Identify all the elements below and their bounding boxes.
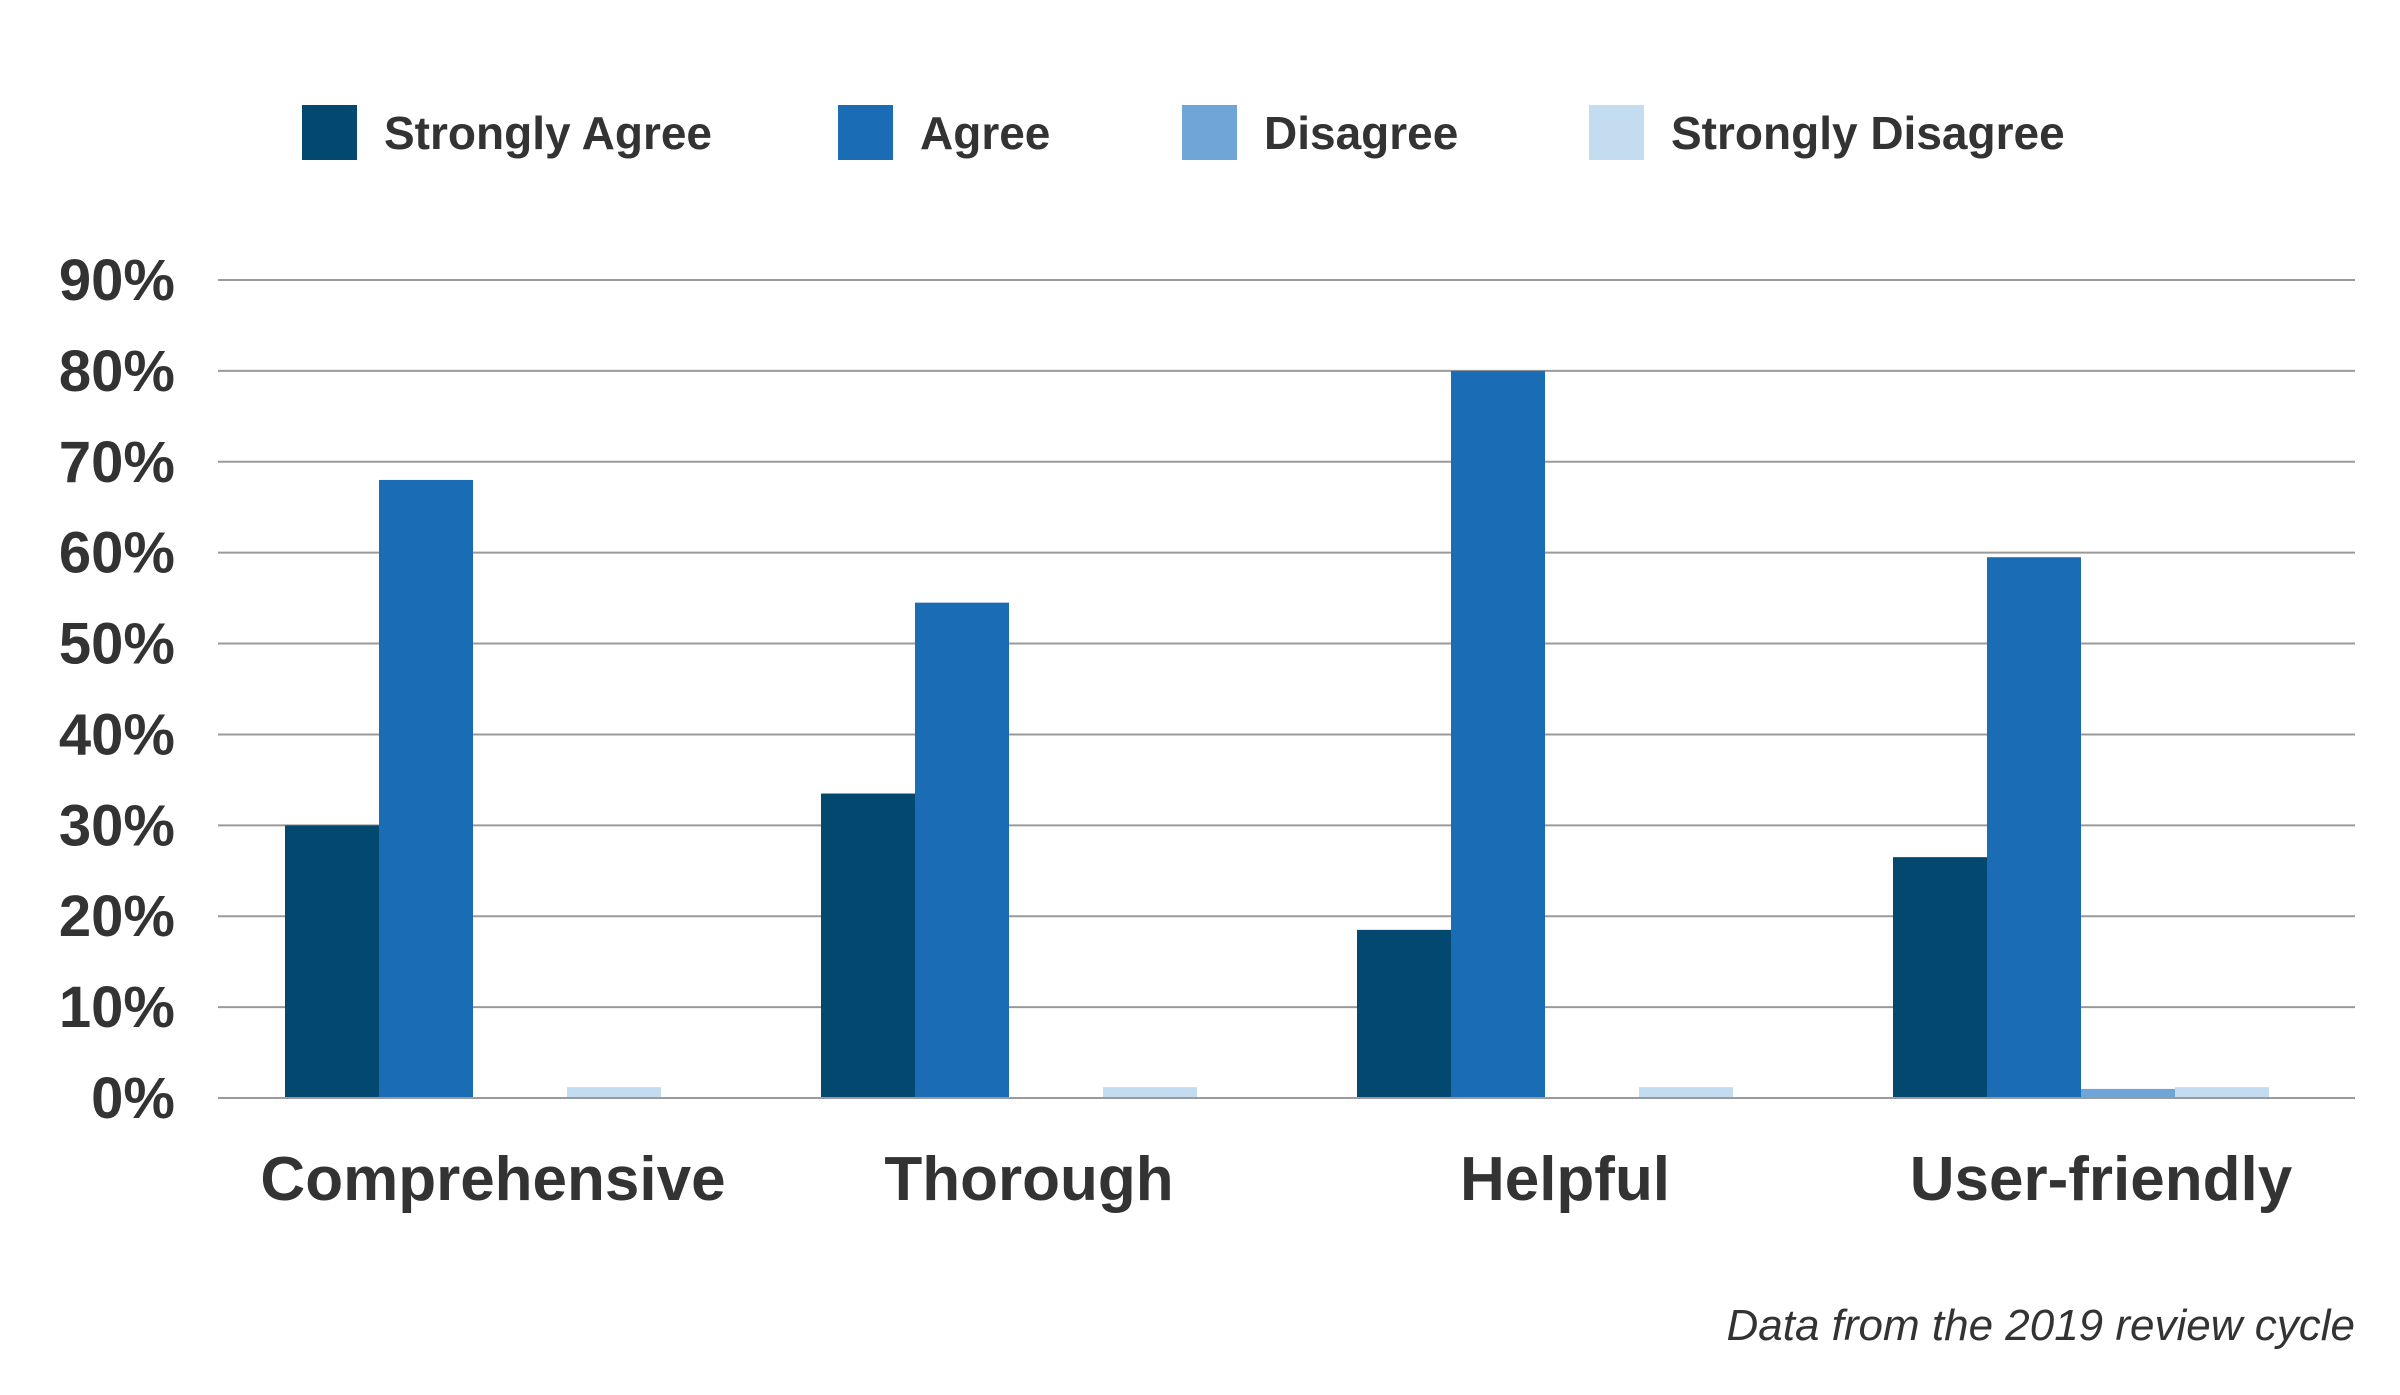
category-labels: Comprehensive Thorough Helpful User-friendl…: [260, 1145, 2292, 1214]
legend-swatch: [1182, 105, 1237, 160]
legend-item: Disagree: [1182, 105, 1458, 160]
bar-strongly-agree: [285, 825, 379, 1098]
y-tick-label: 60%: [59, 521, 175, 586]
legend-item: Strongly Disagree: [1589, 105, 2065, 160]
bar-strongly-agree: [1357, 929, 1451, 1098]
bar-disagree: [2081, 1088, 2175, 1098]
category-label: Helpful: [1460, 1145, 1670, 1214]
bar-strongly-agree: [821, 793, 915, 1098]
y-tick-label: 0%: [91, 1066, 175, 1131]
gridlines: [218, 279, 2355, 1009]
legend-item: Strongly Agree: [302, 105, 712, 160]
bar-agree: [1987, 557, 2081, 1098]
legend-swatch: [838, 105, 893, 160]
legend-label: Agree: [920, 107, 1050, 159]
bar-strongly-disagree: [567, 1087, 661, 1098]
y-tick-label: 30%: [59, 793, 175, 858]
legend-swatch: [302, 105, 357, 160]
y-tick-label: 80%: [59, 339, 175, 404]
footnote: Data from the 2019 review cycle: [1726, 1301, 2355, 1350]
bar-agree: [1451, 370, 1545, 1098]
bar-strongly-agree: [1893, 857, 1987, 1098]
legend: Strongly Agree Agree Disagree Strongly Disa…: [302, 105, 2065, 160]
legend-item: Agree: [838, 105, 1050, 160]
category-label: Comprehensive: [260, 1145, 725, 1214]
bar-strongly-disagree: [1639, 1087, 1733, 1098]
y-tick-label: 40%: [59, 702, 175, 767]
y-tick-label: 50%: [59, 612, 175, 677]
bars: [285, 370, 2269, 1098]
bar-agree: [915, 602, 1009, 1098]
y-tick-label: 10%: [59, 975, 175, 1040]
legend-label: Strongly Agree: [384, 107, 712, 159]
y-tick-label: 90%: [59, 248, 175, 313]
bar-agree: [379, 479, 473, 1098]
category-label: Thorough: [884, 1145, 1173, 1214]
y-axis-ticks: 0% 10% 20% 30% 40% 50% 60% 70% 80% 90%: [59, 248, 175, 1131]
bar-strongly-disagree: [2175, 1087, 2269, 1098]
y-tick-label: 20%: [59, 884, 175, 949]
y-tick-label: 70%: [59, 430, 175, 495]
legend-label: Strongly Disagree: [1671, 107, 2065, 159]
legend-label: Disagree: [1264, 107, 1458, 159]
category-label: User-friendly: [1910, 1145, 2293, 1214]
legend-swatch: [1589, 105, 1644, 160]
bar-strongly-disagree: [1103, 1087, 1197, 1098]
